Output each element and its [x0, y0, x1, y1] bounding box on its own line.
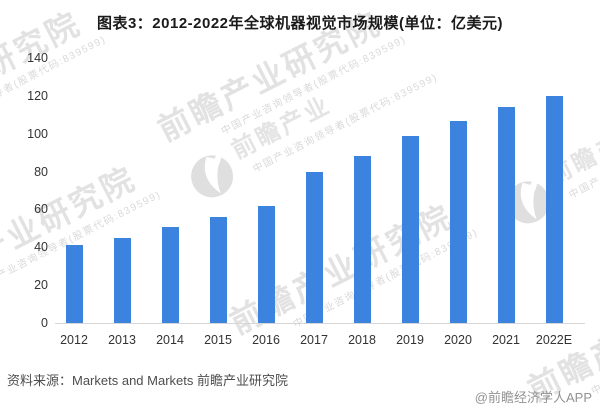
y-axis-label-140: 140: [27, 51, 48, 65]
y-axis-label-60: 60: [34, 202, 48, 217]
footer-credit: @前瞻经济学人APP: [474, 390, 592, 405]
source-note: 资料来源：Markets and Markets 前瞻产业研究院: [7, 373, 288, 388]
y-axis-label-40: 40: [34, 240, 48, 255]
x-axis-label-2013: 2013: [108, 333, 136, 347]
x-axis-label-2020: 2020: [444, 333, 472, 347]
bar-2022E: [545, 95, 563, 323]
x-axis-label-2021: 2021: [492, 333, 520, 347]
bar-2016: [257, 205, 275, 323]
bar-2015: [209, 217, 227, 323]
x-axis-label-2015: 2015: [204, 333, 232, 347]
plot-area: [55, 58, 585, 324]
bar-2019: [401, 135, 419, 323]
x-axis-label-2019: 2019: [396, 333, 424, 347]
y-axis-label-100: 100: [27, 126, 48, 141]
x-axis-label-2012: 2012: [60, 333, 88, 347]
y-axis-label-120: 120: [27, 88, 48, 103]
bar-2020: [449, 120, 467, 323]
x-axis-label-2018: 2018: [348, 333, 376, 347]
page-title: 图表3：2012-2022年全球机器视觉市场规模(单位：亿美元): [96, 15, 504, 32]
watermark-small-text: 中国产业咨询领导者(股票代码:839599): [589, 294, 600, 398]
bar-2014: [161, 226, 179, 323]
y-axis-label-80: 80: [34, 164, 48, 179]
y-axis-label-0: 0: [41, 316, 48, 330]
bar-2013: [113, 237, 131, 323]
bar-2021: [497, 107, 515, 323]
x-axis-label-2017: 2017: [300, 333, 328, 347]
y-axis-label-20: 20: [34, 278, 48, 293]
bar-2018: [353, 156, 371, 323]
bar-2012: [65, 245, 83, 323]
x-axis-label-2022E: 2022E: [535, 333, 573, 347]
bar-2017: [305, 171, 323, 323]
x-axis-label-2016: 2016: [252, 333, 280, 347]
x-axis-label-2014: 2014: [156, 333, 184, 347]
